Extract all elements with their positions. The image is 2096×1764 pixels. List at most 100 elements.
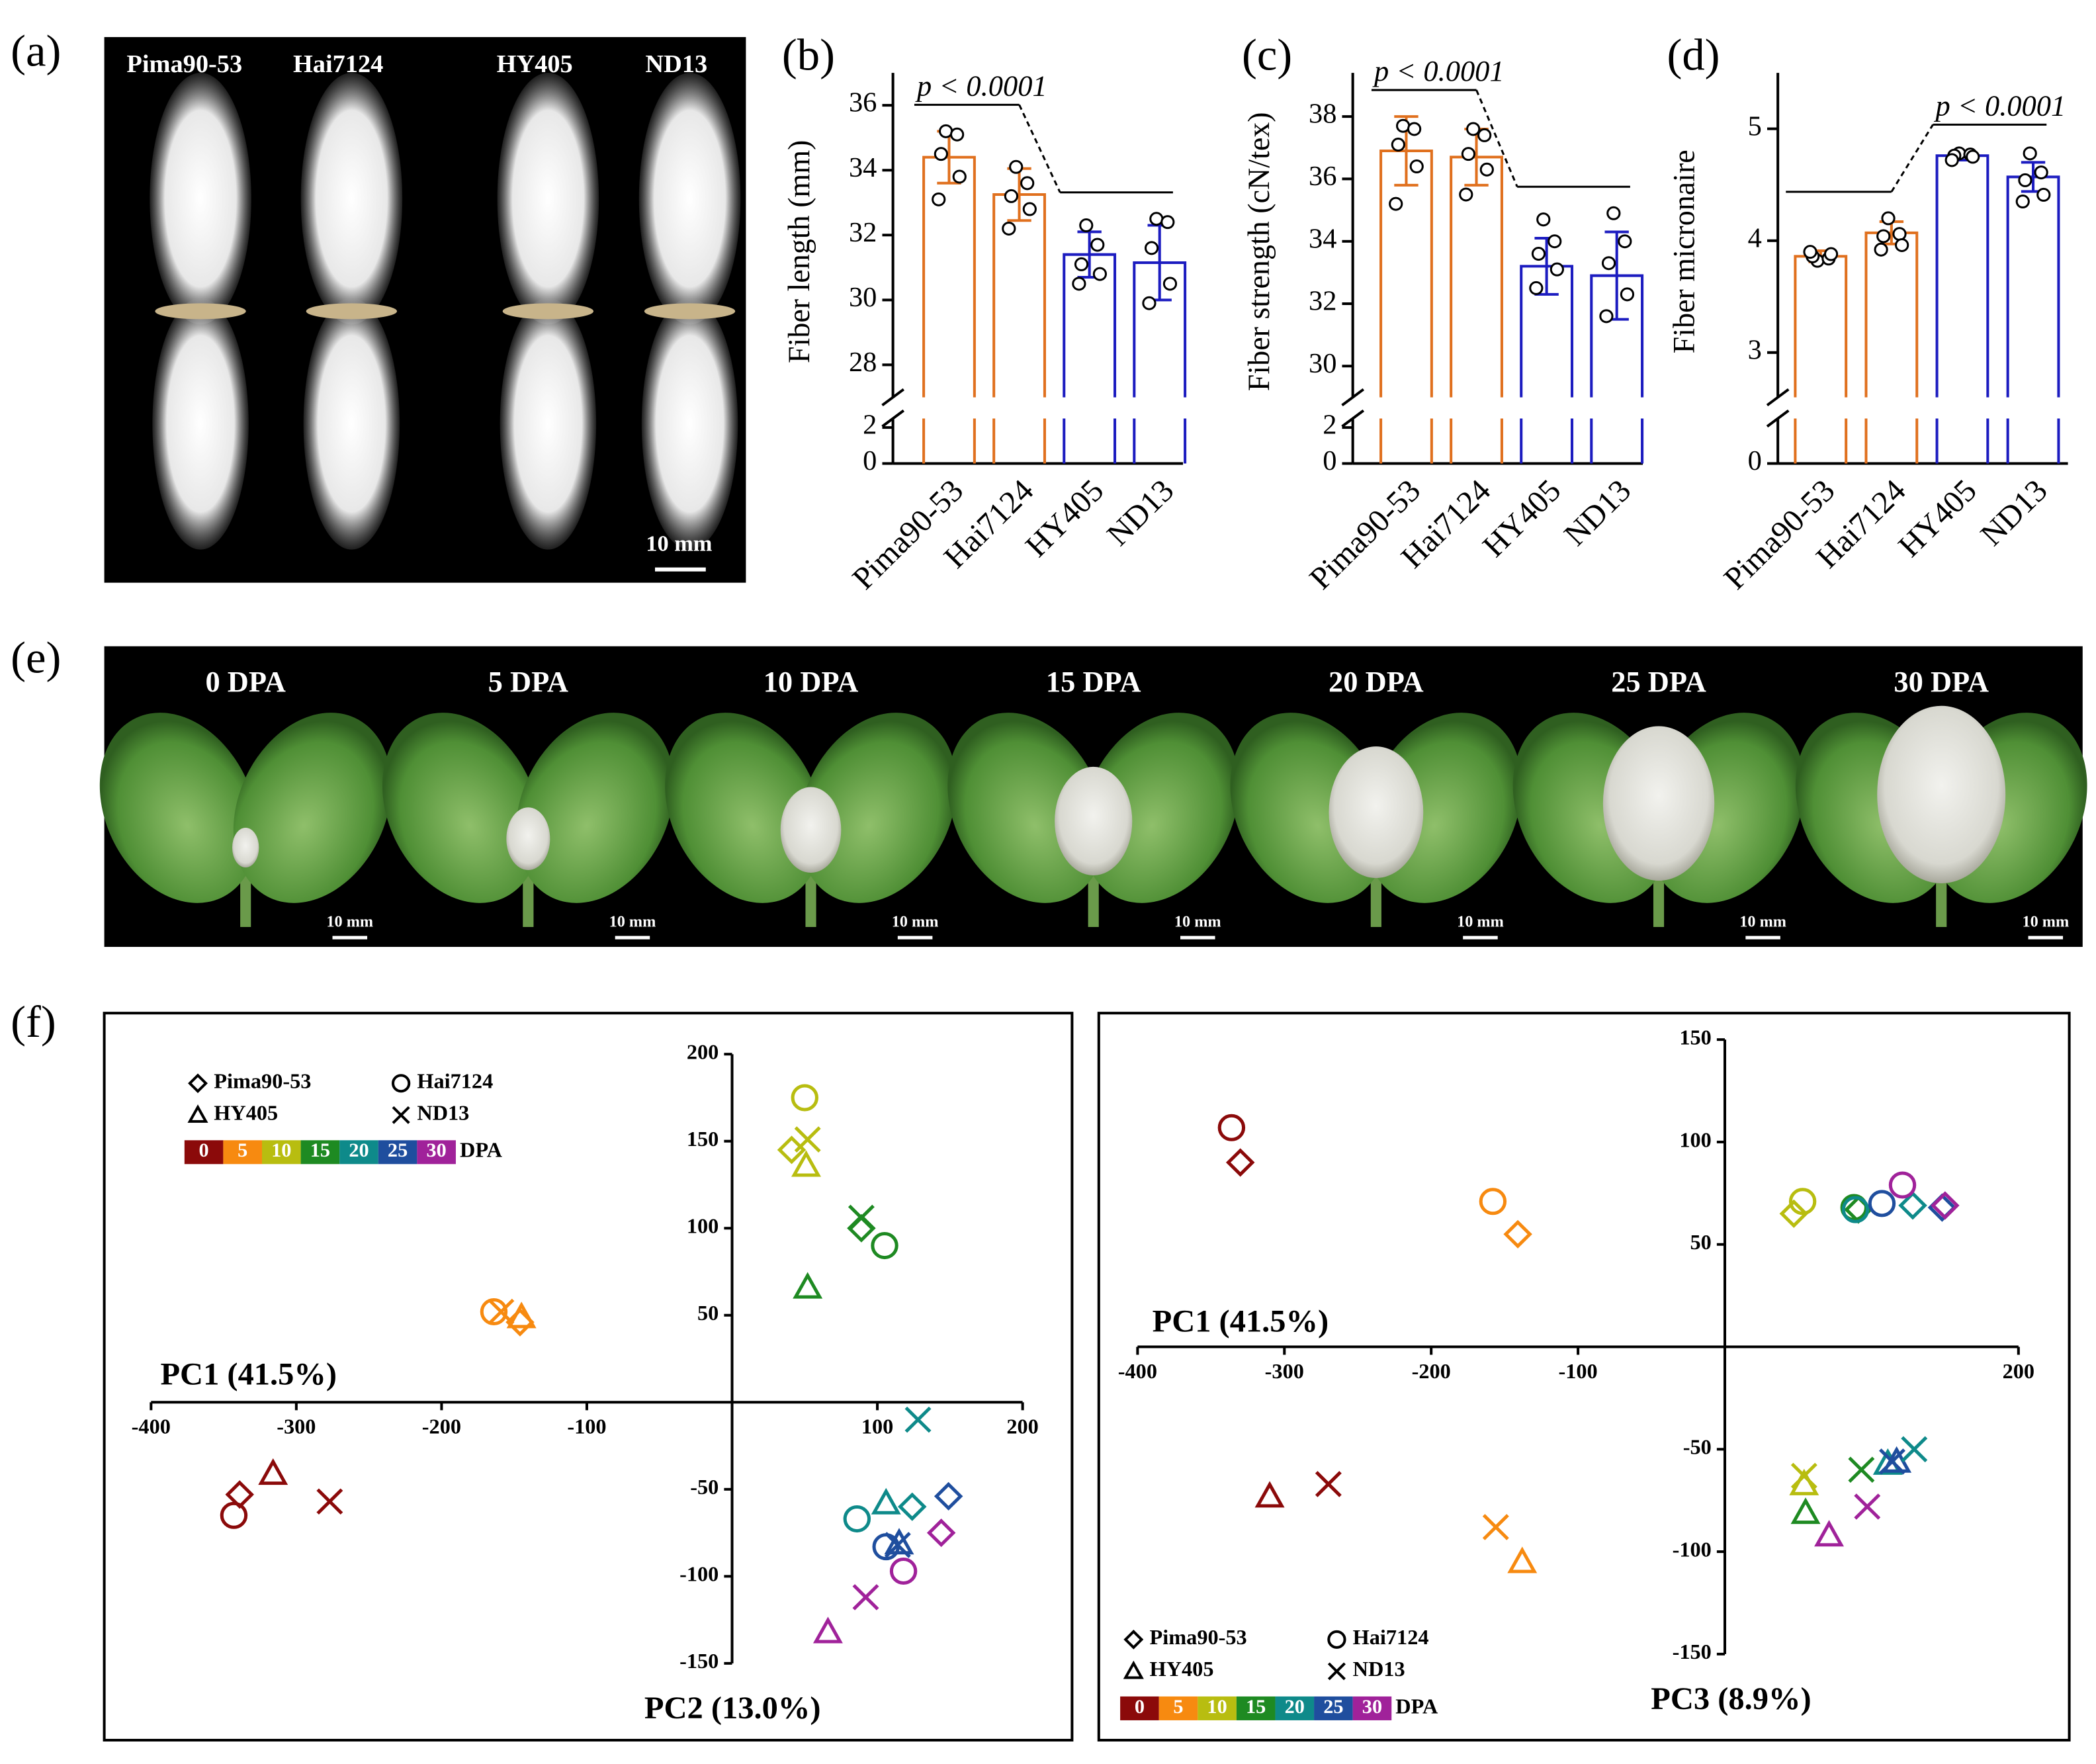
y-tick-label: 150 (687, 1127, 719, 1151)
data-point (932, 192, 946, 206)
data-point (1868, 1190, 1896, 1217)
colorbar-cell (1158, 1696, 1198, 1720)
data-point (1072, 277, 1086, 291)
data-point (1874, 242, 1888, 257)
colorbar-label: 0 (1135, 1695, 1145, 1718)
data-point (1878, 1448, 1905, 1475)
data-point (1479, 1188, 1507, 1215)
y-axis-label: PC3 (8.9%) (1651, 1681, 1811, 1716)
bar (922, 155, 976, 464)
boll (506, 807, 550, 870)
fiber-bottom (303, 298, 400, 550)
bar-chart: (c) Fiber strength (cN/tex) 0 2 30 32 34 36 38 Pi… (1242, 30, 1644, 596)
y-tick-label: 30 (1309, 348, 1336, 379)
data-point (1618, 234, 1632, 249)
data-point (1162, 277, 1178, 291)
data-point (843, 1505, 871, 1532)
cultivar-label: Hai7124 (293, 50, 383, 78)
boll (1877, 705, 2006, 884)
data-point (926, 1519, 956, 1548)
data-point (1507, 1546, 1538, 1573)
x-axis-label: PC1 (41.5%) (1153, 1304, 1329, 1339)
panel-label: (f) (11, 996, 56, 1047)
x-tick-label: -100 (1558, 1359, 1597, 1383)
data-point (1160, 215, 1175, 230)
cultivar-label: ND13 (645, 50, 707, 78)
stage-label: 15 DPA (1046, 666, 1141, 698)
legend-marker (1327, 1630, 1346, 1649)
data-point (1503, 1219, 1532, 1249)
y-tick-label: 0 (1323, 445, 1336, 476)
data-point (506, 1301, 537, 1329)
bar-chart: (d)Fiber micronaire0345Pima90-53Hai7124H… (1667, 30, 2068, 596)
fiber-top (300, 73, 403, 325)
scale-label: 10 mm (1457, 913, 1504, 931)
colorbar-label: 30 (427, 1139, 447, 1161)
data-point (1531, 247, 1546, 261)
y-tick-label: 38 (1309, 99, 1336, 130)
boll (780, 787, 842, 873)
legend-marker (187, 1104, 208, 1123)
panel-label: (e) (11, 633, 61, 683)
data-point (889, 1558, 918, 1585)
x-tick-label: HY405 (1019, 473, 1111, 564)
colorbar-label: 25 (1323, 1695, 1343, 1718)
data-point (1074, 257, 1089, 271)
pca-frame (103, 1012, 1074, 1742)
data-point (791, 1150, 821, 1177)
bract (665, 713, 823, 903)
axis-break (1341, 388, 1365, 428)
y-tick-label: -50 (690, 1475, 719, 1499)
data-point (897, 1492, 927, 1521)
y-tick-label: 50 (697, 1301, 719, 1325)
panel-label: (c) (1242, 30, 1292, 80)
boll (1055, 766, 1133, 875)
colorbar-label: 15 (310, 1139, 330, 1161)
scale-label: 10 mm (2022, 913, 2069, 931)
axis-break (881, 388, 905, 428)
data-point (1002, 221, 1016, 236)
data-point (1149, 212, 1164, 226)
significance-line (1018, 104, 1061, 193)
significance-line (1475, 89, 1518, 187)
data-point (791, 1084, 818, 1112)
data-point (1466, 122, 1481, 136)
data-point (1876, 229, 1891, 243)
stage-label: 25 DPA (1611, 666, 1706, 698)
legend: Pima90-53 Hai7124 HY405 ND13 0 5 10 15 20 25 30 DPA (184, 1069, 502, 1165)
y-tick-label: 4 (1748, 223, 1762, 254)
data-point (1477, 128, 1492, 142)
x-tick-label: ND13 (1974, 473, 2054, 552)
x-tick-label: -200 (1412, 1359, 1451, 1383)
data-point (934, 1481, 963, 1511)
data-point (852, 1584, 879, 1610)
y-tick-label: 32 (849, 217, 877, 248)
data-point (1225, 1148, 1255, 1177)
data-point (871, 1232, 898, 1259)
data-point (1790, 1462, 1817, 1489)
data-point (848, 1204, 875, 1231)
data-point (904, 1406, 932, 1433)
legend-label: HY405 (1150, 1657, 1214, 1681)
colorbar-unit: DPA (460, 1138, 502, 1162)
data-point (777, 1135, 807, 1165)
fiber-top (150, 73, 251, 325)
data-point (939, 124, 953, 138)
y-tick-label: 30 (849, 282, 877, 313)
y-tick-label: 100 (1679, 1127, 1711, 1151)
bar (1379, 149, 1433, 464)
x-tick-label: 200 (2003, 1359, 2034, 1383)
annotation: p < 0.0001 (915, 70, 1047, 103)
data-point (1092, 267, 1107, 281)
x-axis-label: PC1 (41.5%) (160, 1357, 337, 1392)
data-point (1788, 1188, 1817, 1215)
data-point (1779, 1199, 1809, 1228)
data-point (1142, 296, 1157, 310)
bract (233, 713, 392, 903)
data-point (1550, 262, 1564, 277)
data-point (1790, 1497, 1821, 1524)
x-tick-label: -200 (422, 1415, 461, 1438)
colorbar-cell (300, 1140, 340, 1165)
bract (382, 713, 541, 903)
colorbar-label: 25 (388, 1139, 408, 1161)
